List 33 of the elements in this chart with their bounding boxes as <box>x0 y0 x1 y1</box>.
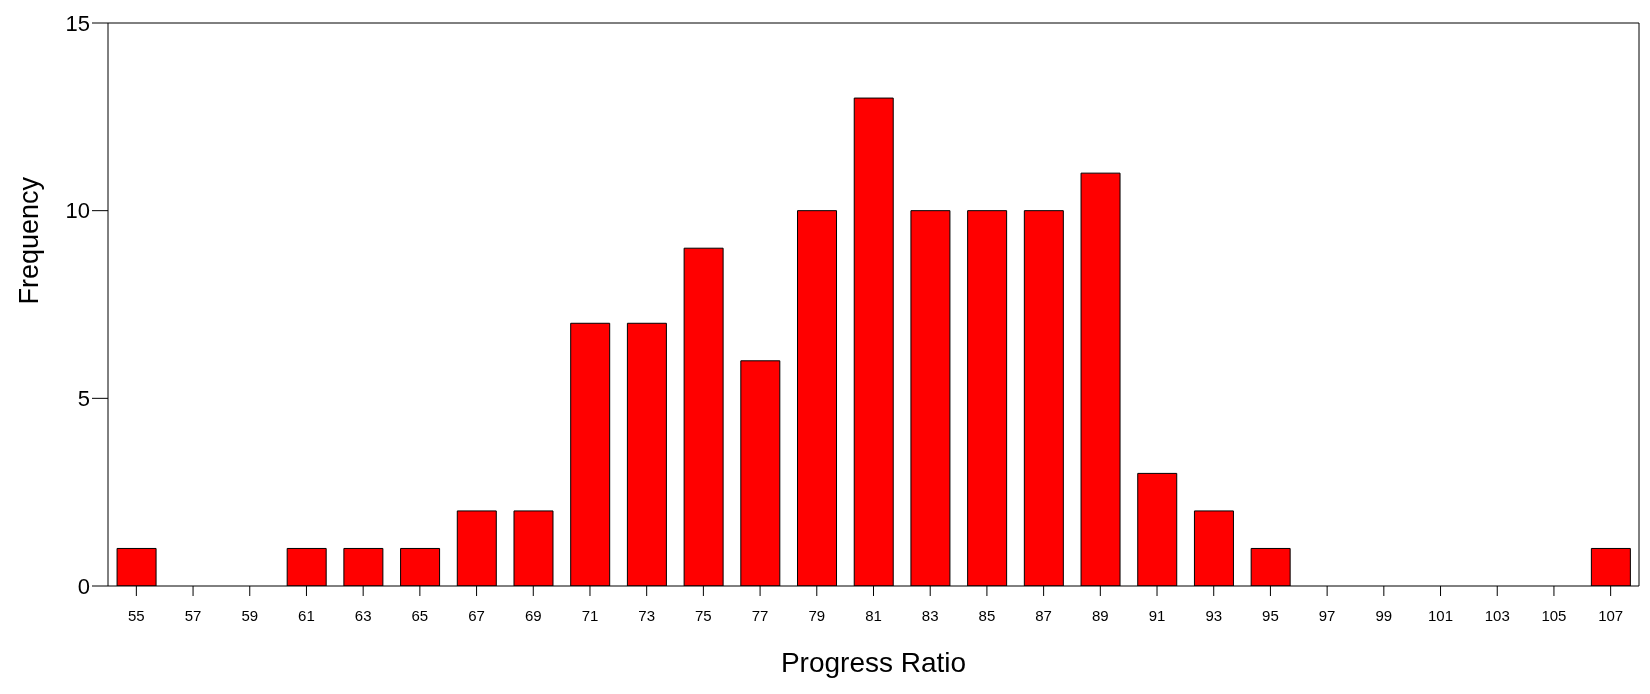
x-tick-label: 107 <box>1598 606 1624 624</box>
y-tick-label: 10 <box>65 198 90 224</box>
y-tick-label: 5 <box>77 386 90 412</box>
x-tick-label: 69 <box>524 606 542 624</box>
x-tick-label: 85 <box>978 606 996 624</box>
x-tick-label: 79 <box>808 606 826 624</box>
x-tick-label: 89 <box>1091 606 1109 624</box>
x-tick-label: 105 <box>1541 606 1567 624</box>
x-tick-label: 103 <box>1484 606 1510 624</box>
x-tick-label: 71 <box>581 606 599 624</box>
x-tick-label: 77 <box>751 606 769 624</box>
x-tick-label: 97 <box>1318 606 1336 624</box>
x-tick-label: 63 <box>354 606 372 624</box>
y-axis-title: Frequency <box>13 176 44 305</box>
x-tick-label: 99 <box>1375 606 1393 624</box>
x-tick-label: 55 <box>128 606 145 624</box>
x-tick-label: 61 <box>298 606 315 624</box>
x-tick-label: 95 <box>1262 606 1279 624</box>
x-tick-label: 57 <box>184 606 202 624</box>
y-tick-label: 0 <box>77 573 90 599</box>
x-tick-label: 65 <box>411 606 429 624</box>
x-tick-label: 91 <box>1148 606 1166 624</box>
x-tick-label: 67 <box>468 606 485 624</box>
x-tick-label: 73 <box>638 606 656 624</box>
y-tick-label: 15 <box>65 10 90 36</box>
x-tick-label: 83 <box>921 606 939 624</box>
x-tick-label: 75 <box>695 606 712 624</box>
x-axis-title: Progress Ratio <box>780 647 967 678</box>
x-tick-label: 81 <box>865 606 882 624</box>
x-tick-label: 101 <box>1428 606 1454 624</box>
x-tick-label: 59 <box>241 606 259 624</box>
x-tick-label: 93 <box>1205 606 1223 624</box>
x-tick-label: 87 <box>1035 606 1052 624</box>
